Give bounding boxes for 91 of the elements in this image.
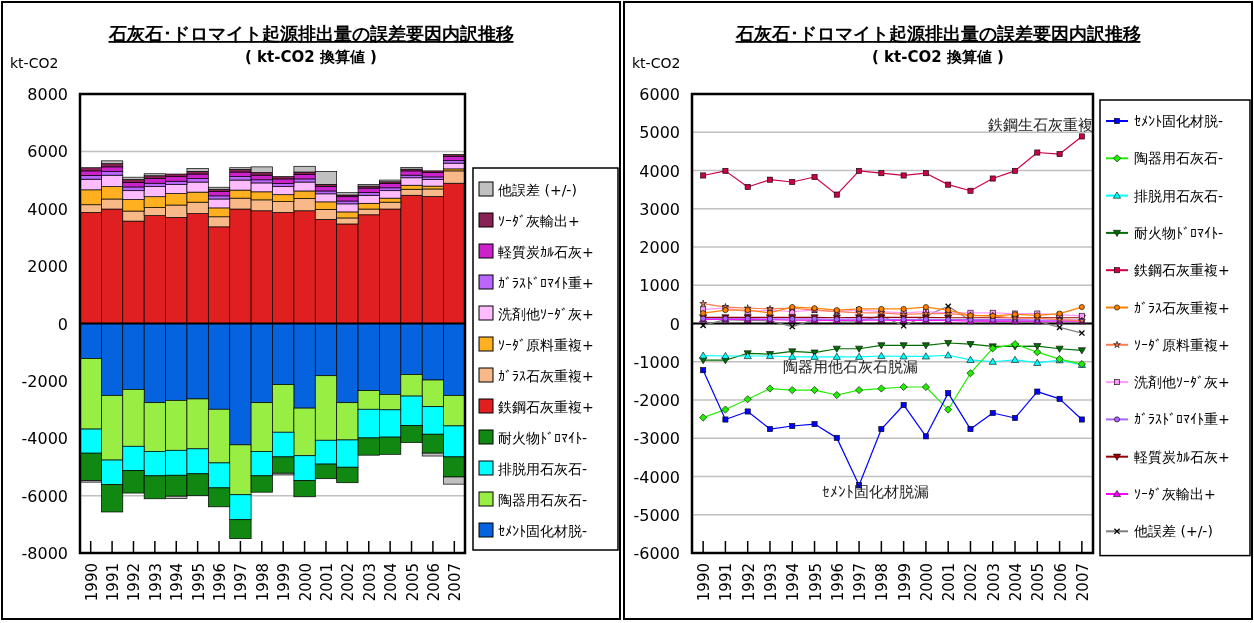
chart-subtitle: ( kt-CO2 換算値 ) <box>245 48 377 66</box>
x-tick-label: 1990 <box>82 563 101 602</box>
y-tick-label: 2000 <box>639 238 680 257</box>
x-tick-label: 1992 <box>125 563 144 602</box>
legend-label: ｿｰﾀﾞ灰輸出+ <box>498 213 580 229</box>
x-tick-label: 2004 <box>382 563 401 602</box>
y-tick-label: 5000 <box>639 123 680 143</box>
y-tick-label: 2000 <box>27 257 68 277</box>
y-tick-label: -2000 <box>21 371 68 391</box>
x-tick-label: 1997 <box>851 563 870 602</box>
legend-label: ｶﾞﾗｽﾄﾞﾛﾏｲﾄ重+ <box>1134 411 1230 428</box>
y-tick-label: 3000 <box>639 199 680 219</box>
x-tick-label: 2003 <box>360 563 379 602</box>
legend-label: 陶器用石灰石- <box>498 492 588 508</box>
y-axis-title: kt-CO2 <box>10 55 59 71</box>
legend-label: 排脱用石灰石- <box>1134 187 1224 204</box>
y-tick-label: -8000 <box>21 544 68 563</box>
x-tick-label: 2001 <box>940 563 959 602</box>
x-tick-label: 1997 <box>232 563 251 602</box>
legend-label: 洗剤他ｿｰﾀﾞ灰+ <box>1134 374 1230 391</box>
x-tick-label: 2003 <box>984 563 1003 602</box>
y-tick-label: -5000 <box>633 505 680 525</box>
x-tick-label: 1998 <box>253 563 272 602</box>
legend-label: 他誤差 (+/-) <box>498 182 577 198</box>
x-tick-label: 1990 <box>695 563 714 602</box>
y-tick-label: 6000 <box>639 85 680 104</box>
legend-label: 耐火物ﾄﾞﾛﾏｲﾄ- <box>498 430 588 446</box>
legend-label: ｾﾒﾝﾄ固化材脱- <box>498 523 588 539</box>
y-tick-label: 4000 <box>639 161 680 181</box>
legend-label: ｿｰﾀﾞ原料重複+ <box>498 337 594 353</box>
x-tick-label: 1996 <box>211 563 230 602</box>
y-tick-label: 4000 <box>27 199 68 219</box>
y-tick-label: 0 <box>57 314 68 334</box>
x-tick-label: 2007 <box>446 563 465 602</box>
x-tick-label: 2006 <box>424 563 443 602</box>
y-tick-label: -6000 <box>633 544 680 563</box>
legend-label: 軽質炭ｶﾙ石灰+ <box>498 244 594 260</box>
x-tick-label: 1992 <box>739 563 758 602</box>
x-tick-label: 1991 <box>104 563 123 602</box>
x-tick-label: 2000 <box>296 563 315 602</box>
y-tick-label: 0 <box>669 314 680 334</box>
y-axis-title: kt-CO2 <box>632 55 681 71</box>
annotation: 鉄鋼生石灰重複 <box>987 116 1093 134</box>
x-tick-label: 2000 <box>917 563 936 602</box>
x-tick-label: 1996 <box>828 563 847 602</box>
x-tick-label: 2002 <box>339 563 358 602</box>
y-tick-label: 8000 <box>27 85 68 104</box>
x-tick-label: 1994 <box>168 563 187 602</box>
legend-label: ｶﾞﾗｽﾄﾞﾛﾏｲﾄ重+ <box>498 275 594 291</box>
chart-title: 石灰石･ドロマイト起源排出量の誤差要因内訳推移 <box>734 23 1141 44</box>
x-tick-label: 1991 <box>717 563 736 602</box>
chart-subtitle: ( kt-CO2 換算値 ) <box>872 48 1004 66</box>
x-tick-label: 2007 <box>1073 563 1092 602</box>
x-tick-label: 1999 <box>275 563 294 602</box>
annotation: ｾﾒﾝﾄ固化材脱漏 <box>821 483 929 501</box>
legend-label: ｶﾞﾗｽ石灰重複+ <box>1134 299 1230 316</box>
legend-label: 耐火物ﾄﾞﾛﾏｲﾄ- <box>1134 224 1224 241</box>
x-tick-label: 1999 <box>895 563 914 602</box>
y-tick-label: 1000 <box>639 276 680 296</box>
x-tick-label: 1994 <box>784 563 803 602</box>
legend-label: ｾﾒﾝﾄ固化材脱- <box>1134 113 1224 129</box>
chart-title: 石灰石･ドロマイト起源排出量の誤差要因内訳推移 <box>107 23 514 44</box>
x-tick-label: 2006 <box>1051 563 1070 602</box>
legend-label: 他誤差 (+/-) <box>1134 523 1213 540</box>
x-tick-label: 2005 <box>403 563 422 602</box>
legend-label: 洗剤他ｿｰﾀﾞ灰+ <box>498 306 594 322</box>
x-tick-label: 1993 <box>146 563 165 602</box>
legend-label: 排脱用石灰石- <box>498 461 588 477</box>
x-tick-label: 1993 <box>761 563 780 602</box>
x-tick-label: 1998 <box>873 563 892 602</box>
annotation: 陶器用他石灰石脱漏 <box>782 358 918 376</box>
y-tick-label: 6000 <box>27 142 68 162</box>
x-tick-label: 2001 <box>317 563 336 602</box>
legend-label: 鉄鋼石灰重複+ <box>498 399 594 415</box>
legend-label: 軽質炭ｶﾙ石灰+ <box>1134 448 1230 465</box>
x-tick-label: 1995 <box>189 563 208 602</box>
y-tick-label: -4000 <box>21 429 68 449</box>
legend-label: ｶﾞﾗｽ石灰重複+ <box>498 368 594 384</box>
y-tick-label: -6000 <box>21 486 68 506</box>
y-tick-label: -3000 <box>633 429 680 449</box>
x-tick-label: 2002 <box>962 563 981 602</box>
legend-label: 鉄鋼石灰重複+ <box>1134 262 1230 279</box>
legend-label: 陶器用石灰石- <box>1134 150 1224 167</box>
x-tick-label: 2004 <box>1007 563 1026 602</box>
y-tick-label: -2000 <box>633 391 680 410</box>
x-tick-label: 2005 <box>1029 563 1048 602</box>
y-tick-label: -1000 <box>633 352 680 372</box>
y-tick-label: -4000 <box>633 467 680 487</box>
legend-label: ｿｰﾀﾞ原料重複+ <box>1134 336 1230 353</box>
legend-label: ｿｰﾀﾞ灰輸出+ <box>1134 486 1216 502</box>
x-tick-label: 1995 <box>806 563 825 602</box>
